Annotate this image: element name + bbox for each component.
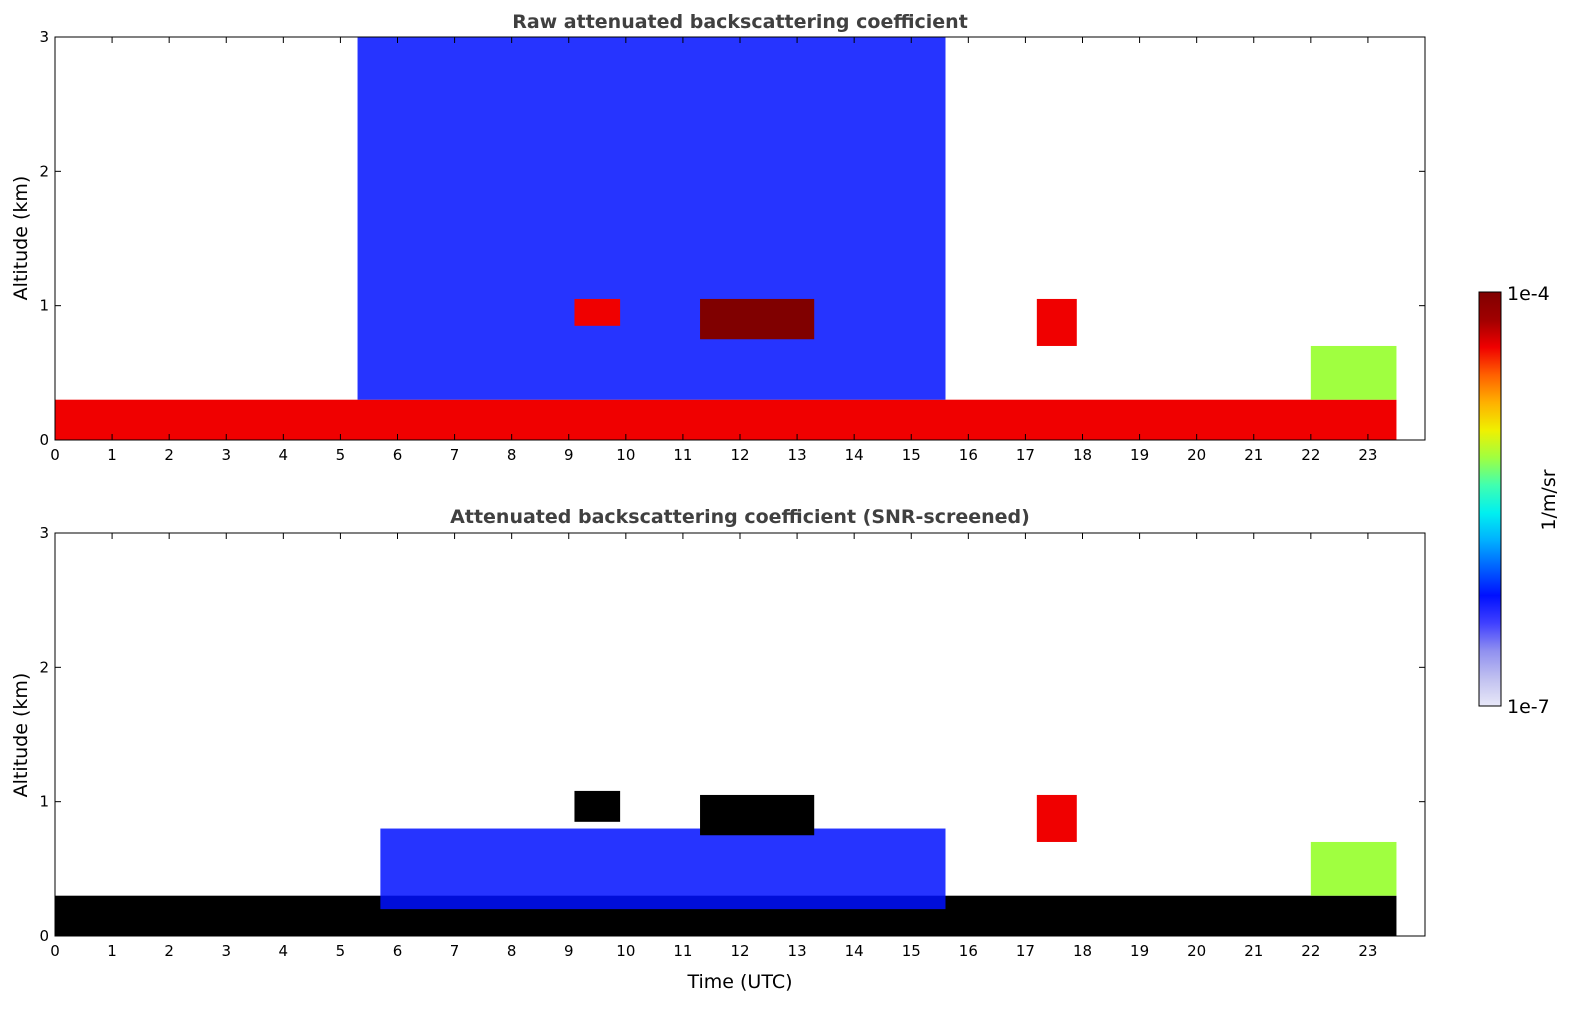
- heatmap-cell: [357, 37, 946, 400]
- y-tick-label: 0: [39, 927, 49, 945]
- heatmap-cell: [1036, 794, 1077, 842]
- y-tick-label: 1: [39, 297, 49, 315]
- x-tick-label: 1: [107, 942, 117, 960]
- x-tick-label: 6: [393, 942, 403, 960]
- heatmap-cell: [1036, 298, 1077, 346]
- y-axis-label: Altitude (km): [10, 176, 32, 301]
- colorbar: 1e-4 1e-7 1/m/sr: [1478, 283, 1560, 718]
- x-tick-label: 8: [507, 446, 517, 464]
- x-tick-label: 7: [450, 446, 460, 464]
- x-tick-label: 21: [1244, 942, 1263, 960]
- x-tick-label: 7: [450, 942, 460, 960]
- x-tick-label: 14: [845, 942, 864, 960]
- x-tick-label: 6: [393, 446, 403, 464]
- colorbar-unit-label: 1/m/sr: [1538, 469, 1560, 530]
- x-tick-label: 18: [1073, 446, 1092, 464]
- colorbar-min-label: 1e-7: [1507, 696, 1550, 718]
- y-tick-label: 3: [39, 524, 49, 542]
- plot-area: [55, 790, 1397, 936]
- panel-raw: Raw attenuated backscattering coefficien…: [10, 11, 1426, 464]
- x-tick-label: 0: [50, 942, 60, 960]
- heatmap-cell: [55, 399, 1397, 440]
- x-tick-label: 16: [959, 446, 978, 464]
- heatmap-cell: [1310, 345, 1397, 400]
- y-axis-label: Altitude (km): [10, 673, 32, 798]
- y-tick-label: 2: [39, 162, 49, 180]
- plot-area: [55, 37, 1397, 440]
- x-tick-label: 1: [107, 446, 117, 464]
- panel-title: Attenuated backscattering coefficient (S…: [450, 506, 1030, 528]
- x-tick-label: 12: [730, 942, 749, 960]
- colorbar-max-label: 1e-4: [1507, 283, 1550, 305]
- x-tick-label: 21: [1244, 446, 1263, 464]
- x-tick-label: 3: [221, 446, 231, 464]
- x-tick-label: 0: [50, 446, 60, 464]
- x-tick-label: 23: [1358, 942, 1377, 960]
- x-tick-label: 11: [673, 446, 692, 464]
- x-tick-label: 11: [673, 942, 692, 960]
- heatmap-cell: [1310, 841, 1397, 896]
- x-tick-label: 12: [730, 446, 749, 464]
- x-tick-label: 19: [1130, 446, 1149, 464]
- x-tick-label: 15: [902, 446, 921, 464]
- x-tick-label: 10: [616, 446, 635, 464]
- x-tick-label: 23: [1358, 446, 1377, 464]
- x-tick-label: 10: [616, 942, 635, 960]
- x-tick-label: 13: [788, 446, 807, 464]
- x-tick-label: 4: [279, 446, 289, 464]
- heatmap-cell: [700, 794, 815, 836]
- x-tick-label: 5: [336, 942, 346, 960]
- panel-title: Raw attenuated backscattering coefficien…: [512, 11, 968, 33]
- heatmap-cell: [574, 790, 621, 822]
- x-tick-label: 19: [1130, 942, 1149, 960]
- x-tick-label: 4: [279, 942, 289, 960]
- x-tick-label: 17: [1016, 942, 1035, 960]
- x-axis-label: Time (UTC): [686, 971, 792, 993]
- y-tick-label: 0: [39, 431, 49, 449]
- x-tick-label: 2: [164, 942, 174, 960]
- x-tick-label: 18: [1073, 942, 1092, 960]
- x-tick-label: 8: [507, 942, 517, 960]
- x-tick-label: 2: [164, 446, 174, 464]
- x-tick-label: 22: [1301, 942, 1320, 960]
- x-tick-label: 20: [1187, 942, 1206, 960]
- x-tick-label: 9: [564, 942, 574, 960]
- y-tick-label: 1: [39, 793, 49, 811]
- x-tick-label: 22: [1301, 446, 1320, 464]
- y-ticks: 0 1 2 3: [39, 28, 1425, 449]
- heatmap-cell: [574, 298, 621, 326]
- x-tick-label: 16: [959, 942, 978, 960]
- x-ticks: 0 1 2 3 4 5 6 7 8 9 10 11 12 13 14 15 16 17 18 19 20 21 22 23: [50, 37, 1377, 464]
- x-tick-label: 5: [336, 446, 346, 464]
- heatmap-cell: [380, 828, 946, 910]
- panel-screened: Attenuated backscattering coefficient (S…: [10, 506, 1426, 993]
- x-tick-label: 13: [788, 942, 807, 960]
- y-tick-label: 2: [39, 658, 49, 676]
- x-tick-label: 15: [902, 942, 921, 960]
- x-tick-label: 9: [564, 446, 574, 464]
- colorbar-gradient: [1478, 291, 1502, 707]
- x-tick-label: 17: [1016, 446, 1035, 464]
- x-tick-label: 14: [845, 446, 864, 464]
- x-tick-label: 3: [221, 942, 231, 960]
- x-tick-label: 20: [1187, 446, 1206, 464]
- y-ticks: 0 1 2 3: [39, 524, 1425, 945]
- y-tick-label: 3: [39, 28, 49, 46]
- x-ticks: 0 1 2 3 4 5 6 7 8 9 10 11 12 13 14 15 16 17 18 19 20 21 22 23: [50, 533, 1377, 960]
- heatmap-cell: [700, 298, 815, 340]
